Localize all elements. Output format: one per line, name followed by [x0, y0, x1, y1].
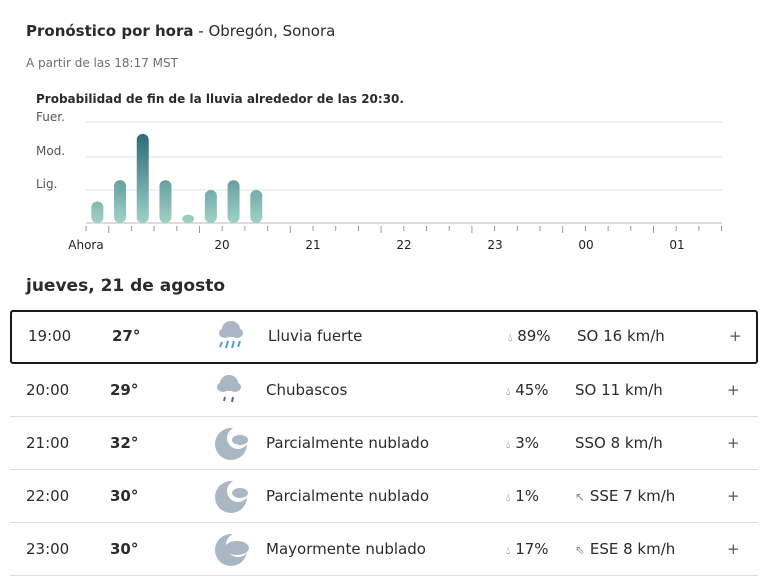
- hourly-row[interactable]: 22:00 30° Parcialmente nublado 💧︎ 1% ↖ S…: [10, 470, 758, 523]
- row-precip: 💧︎ 45%: [506, 381, 549, 399]
- row-condition: Mayormente nublado: [266, 540, 426, 558]
- chart-bar: [227, 180, 240, 223]
- chart-bar: [204, 190, 217, 223]
- row-time: 23:00: [26, 540, 70, 558]
- row-temp: 29°: [110, 381, 139, 399]
- chart-bar: [91, 201, 104, 223]
- x-tick-label: Ahora: [68, 238, 103, 252]
- expand-button[interactable]: +: [727, 434, 740, 452]
- chart-bar: [114, 180, 127, 223]
- page-title: Pronóstico por hora - Obregón, Sonora: [26, 22, 336, 40]
- heavy-rain-icon: [216, 318, 246, 358]
- mostly-cloudy-night-icon: [214, 531, 250, 571]
- x-tick-label: 00: [578, 238, 593, 252]
- row-temp: 27°: [112, 327, 141, 345]
- wind-arrow-icon: ↖: [575, 490, 586, 504]
- wind-arrow-icon: ⇖: [575, 543, 586, 557]
- y-tick-label: Lig.: [36, 177, 57, 191]
- row-precip: 💧︎ 17%: [506, 540, 549, 558]
- expand-button[interactable]: +: [727, 487, 740, 505]
- day-heading: jueves, 21 de agosto: [26, 276, 226, 296]
- row-wind: ⇖ ESE 8 km/h: [575, 540, 676, 558]
- x-tick-label: 20: [214, 238, 229, 252]
- chart-bar: [136, 133, 149, 223]
- drop-icon: 💧︎: [506, 544, 511, 557]
- expand-button[interactable]: +: [729, 327, 742, 345]
- row-wind: ↖ SSE 7 km/h: [575, 487, 676, 505]
- drop-icon: 💧︎: [508, 331, 513, 344]
- row-temp: 30°: [110, 487, 139, 505]
- showers-icon: [214, 372, 244, 412]
- row-precip: 💧︎ 89%: [508, 327, 551, 345]
- row-temp: 32°: [110, 434, 139, 452]
- drop-icon: 💧︎: [506, 438, 511, 451]
- x-tick-label: 21: [305, 238, 320, 252]
- row-condition: Parcialmente nublado: [266, 487, 429, 505]
- chart-bar: [182, 214, 195, 223]
- row-wind: SO 11 km/h: [575, 381, 663, 399]
- hourly-list: 19:00 27° Lluvia fuerte 💧︎ 89% SO 16 km/…: [10, 310, 758, 576]
- row-wind: SSO 8 km/h: [575, 434, 663, 452]
- hourly-row[interactable]: 20:00 29° Chubascos 💧︎ 45% SO 11 km/h +: [10, 364, 758, 417]
- row-wind: SO 16 km/h: [577, 327, 665, 345]
- x-tick-label: 01: [669, 238, 684, 252]
- drop-icon: 💧︎: [506, 385, 511, 398]
- row-condition: Chubascos: [266, 381, 348, 399]
- drop-icon: 💧︎: [506, 491, 511, 504]
- row-condition: Parcialmente nublado: [266, 434, 429, 452]
- y-tick-label: Mod.: [36, 144, 65, 158]
- precip-chart: Lig. Mod. Fuer. Ahora 20 21 22 23 00 01: [36, 110, 723, 252]
- y-tick-label: Fuer.: [36, 110, 65, 124]
- row-precip: 💧︎ 1%: [506, 487, 539, 505]
- row-condition: Lluvia fuerte: [268, 327, 363, 345]
- chart-bar: [250, 190, 263, 223]
- hourly-row[interactable]: 19:00 27° Lluvia fuerte 💧︎ 89% SO 16 km/…: [10, 310, 758, 364]
- partly-cloudy-night-icon: [214, 425, 250, 465]
- row-time: 21:00: [26, 434, 70, 452]
- hourly-row[interactable]: 23:00 30° Mayormente nublado 💧︎ 17% ⇖ ES…: [10, 523, 758, 576]
- x-tick-label: 22: [396, 238, 411, 252]
- row-time: 19:00: [28, 327, 72, 345]
- hourly-row[interactable]: 21:00 32° Parcialmente nublado 💧︎ 3% SSO…: [10, 417, 758, 470]
- expand-button[interactable]: +: [727, 381, 740, 399]
- chart-title: Probabilidad de fin de la lluvia alreded…: [36, 92, 404, 106]
- row-temp: 30°: [110, 540, 139, 558]
- chart-bar: [159, 180, 172, 223]
- row-precip: 💧︎ 3%: [506, 434, 539, 452]
- partly-cloudy-night-icon: [214, 478, 250, 518]
- updated-time: A partir de las 18:17 MST: [26, 56, 178, 70]
- row-time: 22:00: [26, 487, 70, 505]
- expand-button[interactable]: +: [727, 540, 740, 558]
- row-time: 20:00: [26, 381, 70, 399]
- x-tick-label: 23: [487, 238, 502, 252]
